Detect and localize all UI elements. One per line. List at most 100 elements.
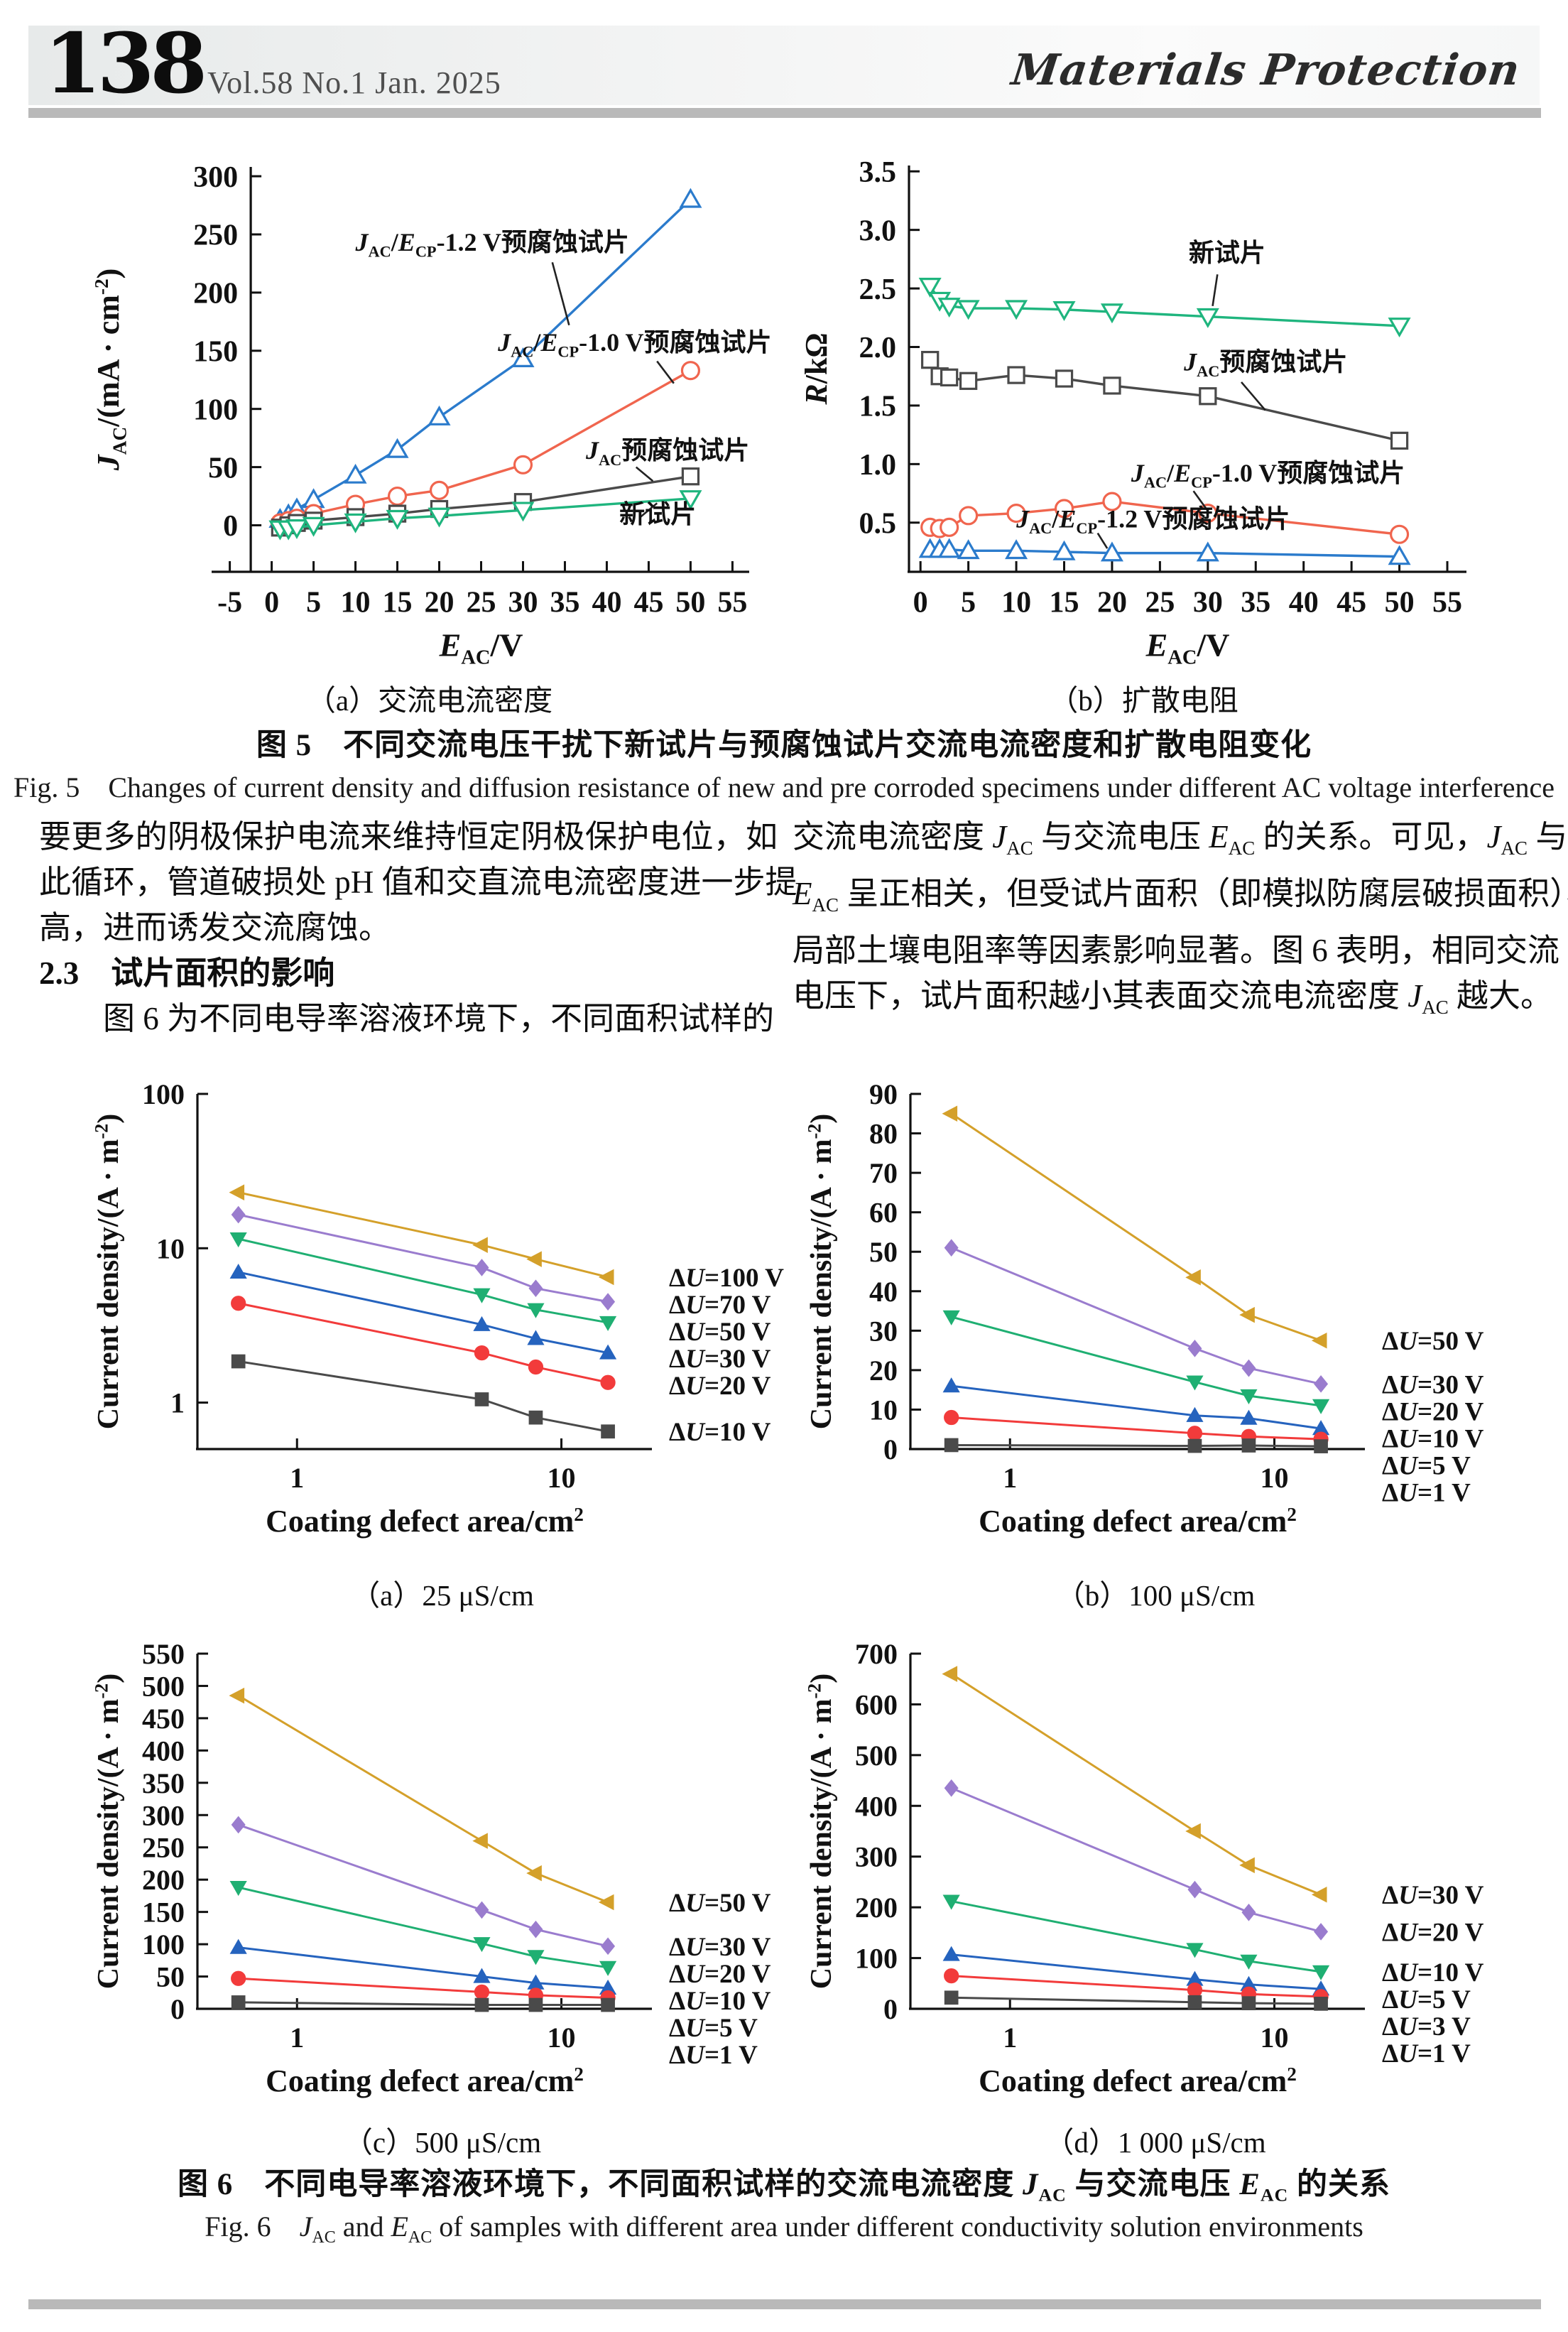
svg-text:JAC预腐蚀试片: JAC预腐蚀试片: [1183, 347, 1347, 380]
svg-text:0: 0: [223, 510, 238, 543]
svg-text:55: 55: [717, 587, 747, 619]
svg-text:0.5: 0.5: [859, 507, 897, 540]
fig6d-caption: （d）1 000 μS/cm: [1045, 2126, 1266, 2159]
fig6a-caption: （a）25 μS/cm: [351, 1579, 534, 1612]
svg-text:300: 300: [855, 1841, 898, 1873]
svg-text:3.5: 3.5: [859, 156, 897, 189]
svg-text:ΔU=30 V: ΔU=30 V: [669, 1345, 771, 1374]
svg-text:ΔU=5 V: ΔU=5 V: [1382, 1985, 1471, 2014]
svg-text:EAC/V: EAC/V: [1145, 627, 1230, 669]
paragraph-line: 局部土壤电阻率等因素影响显著。图 6 表明，相同交流: [793, 933, 1560, 968]
svg-text:350: 350: [142, 1767, 185, 1799]
svg-text:ΔU=30 V: ΔU=30 V: [1382, 1881, 1484, 1910]
svg-text:10: 10: [548, 2022, 576, 2054]
svg-text:ΔU=100 V: ΔU=100 V: [669, 1264, 784, 1293]
svg-text:0: 0: [913, 587, 928, 619]
svg-text:10: 10: [548, 1462, 576, 1494]
svg-text:Current density/(A · m-2): Current density/(A · m-2): [92, 1114, 125, 1429]
fig6-caption-zh: 图 6 不同电导率溶液环境下，不同面积试样的交流电流密度 JAC 与交流电压 E…: [178, 2168, 1390, 2206]
svg-text:ΔU=30 V: ΔU=30 V: [1382, 1370, 1484, 1399]
svg-text:10: 10: [1001, 587, 1031, 619]
svg-text:50: 50: [1385, 587, 1415, 619]
paragraph-line: 图 6 为不同电导率溶液环境下，不同面积试样的: [103, 1001, 775, 1036]
svg-text:Coating defect area/cm2: Coating defect area/cm2: [266, 2063, 584, 2098]
svg-text:60: 60: [869, 1197, 898, 1229]
svg-text:10: 10: [341, 587, 371, 619]
svg-text:0: 0: [264, 587, 279, 619]
svg-text:10: 10: [869, 1394, 898, 1426]
fig6c-500uS-chart: 1 10050100150200250300350400450500550Coat…: [92, 1638, 771, 2098]
svg-text:ΔU=20 V: ΔU=20 V: [1382, 1397, 1484, 1426]
svg-text:Coating defect area/cm2: Coating defect area/cm2: [979, 2063, 1297, 2098]
svg-text:25: 25: [1145, 587, 1175, 619]
svg-text:550: 550: [142, 1638, 185, 1670]
svg-text:Current density/(A · m-2): Current density/(A · m-2): [805, 1674, 838, 1989]
svg-text:500: 500: [142, 1670, 185, 1702]
svg-text:0: 0: [883, 1993, 898, 2025]
svg-text:45: 45: [1336, 587, 1366, 619]
svg-text:-5: -5: [217, 587, 242, 619]
fig6-caption-en: Fig. 6 JAC and EAC of samples with diffe…: [205, 2211, 1363, 2247]
svg-text:Coating defect area/cm2: Coating defect area/cm2: [266, 1504, 584, 1539]
svg-text:ΔU=10 V: ΔU=10 V: [1382, 1958, 1484, 1987]
body-column-left: 要更多的阴极保护电流来维持恒定阴极保护电位，如 此循环，管道破损处 pH 值和交…: [39, 814, 797, 1041]
svg-text:Current density/(A · m-2): Current density/(A · m-2): [92, 1674, 125, 1989]
svg-text:ΔU=10 V: ΔU=10 V: [669, 1418, 771, 1447]
svg-text:40: 40: [592, 587, 621, 619]
paragraph-line: 要更多的阴极保护电流来维持恒定阴极保护电位，如: [39, 819, 778, 855]
svg-text:ΔU=50 V: ΔU=50 V: [669, 1318, 771, 1347]
svg-text:90: 90: [869, 1078, 898, 1110]
svg-text:150: 150: [193, 335, 238, 368]
fig5b-diffusion-resistance-chart: 0 5 10 15 20 25 30 35 40 45 50 55 0.5 1.0 1.5 2.0 2.5 3.0…: [799, 156, 1466, 669]
svg-text:ΔU=5 V: ΔU=5 V: [669, 2014, 758, 2043]
svg-text:100: 100: [855, 1943, 898, 1975]
body-column-right: 交流电流密度 JAC 与交流电压 EAC 的关系。可见，JAC 与 EAC 呈正…: [793, 814, 1568, 1030]
page-number: 138: [44, 16, 207, 112]
svg-text:5: 5: [961, 587, 976, 619]
fig5a-current-density-chart: -5 0 5 10 15 20 25 30 35 40 45 50 550501001502002503…: [91, 161, 771, 669]
fig6b-100uS-chart: 1 10 0 10 20 30 40 50 60 70 80 90 Coating defect are…: [805, 1078, 1484, 1539]
svg-text:ΔU=1 V: ΔU=1 V: [1382, 1478, 1471, 1507]
issue-info: Vol.58 No.1 Jan. 2025: [207, 65, 501, 100]
svg-text:ΔU=70 V: ΔU=70 V: [669, 1291, 771, 1320]
svg-text:新试片: 新试片: [1189, 239, 1265, 267]
svg-text:R/kΩ: R/kΩ: [799, 332, 834, 405]
svg-text:ΔU=5 V: ΔU=5 V: [1382, 1451, 1471, 1480]
svg-text:JAC预腐蚀试片: JAC预腐蚀试片: [585, 436, 749, 469]
svg-text:50: 50: [156, 1961, 185, 1993]
svg-text:300: 300: [193, 161, 238, 194]
svg-text:ΔU=20 V: ΔU=20 V: [669, 1960, 771, 1989]
svg-text:0: 0: [883, 1433, 898, 1465]
svg-text:300: 300: [142, 1799, 185, 1831]
fig6b-caption: （b）100 μS/cm: [1055, 1579, 1256, 1612]
svg-text:3.0: 3.0: [859, 215, 897, 247]
paragraph-line: 高，进而诱发交流腐蚀。: [39, 910, 391, 945]
svg-text:10: 10: [1261, 2022, 1289, 2054]
svg-text:ΔU=20 V: ΔU=20 V: [1382, 1918, 1484, 1947]
svg-text:1: 1: [1003, 2022, 1017, 2054]
svg-text:ΔU=30 V: ΔU=30 V: [669, 1933, 771, 1962]
fig5-caption-en: Fig. 5 Changes of current density and di…: [13, 771, 1555, 803]
svg-text:450: 450: [142, 1703, 185, 1735]
svg-text:5: 5: [306, 587, 321, 619]
svg-text:25: 25: [467, 587, 496, 619]
svg-text:40: 40: [1289, 587, 1319, 619]
page-header: 138 Vol.58 No.1 Jan. 2025 Materials Prot…: [28, 16, 1540, 112]
svg-text:40: 40: [869, 1276, 898, 1308]
svg-text:55: 55: [1432, 587, 1462, 619]
svg-text:0: 0: [170, 1993, 185, 2025]
svg-text:Current density/(A · m-2): Current density/(A · m-2): [805, 1114, 838, 1429]
svg-text:ΔU=10 V: ΔU=10 V: [1382, 1424, 1484, 1453]
svg-text:2.0: 2.0: [859, 332, 897, 364]
svg-text:ΔU=1 V: ΔU=1 V: [669, 2041, 758, 2070]
svg-text:ΔU=1 V: ΔU=1 V: [1382, 2039, 1471, 2068]
svg-text:20: 20: [1097, 587, 1127, 619]
svg-text:70: 70: [869, 1157, 898, 1189]
paragraph-line: EAC 呈正相关，但受试片面积（即模拟防腐层破损面积）、: [793, 876, 1568, 916]
svg-text:700: 700: [855, 1638, 898, 1670]
svg-text:15: 15: [383, 587, 413, 619]
svg-text:1: 1: [290, 1462, 304, 1494]
svg-text:35: 35: [1241, 587, 1270, 619]
